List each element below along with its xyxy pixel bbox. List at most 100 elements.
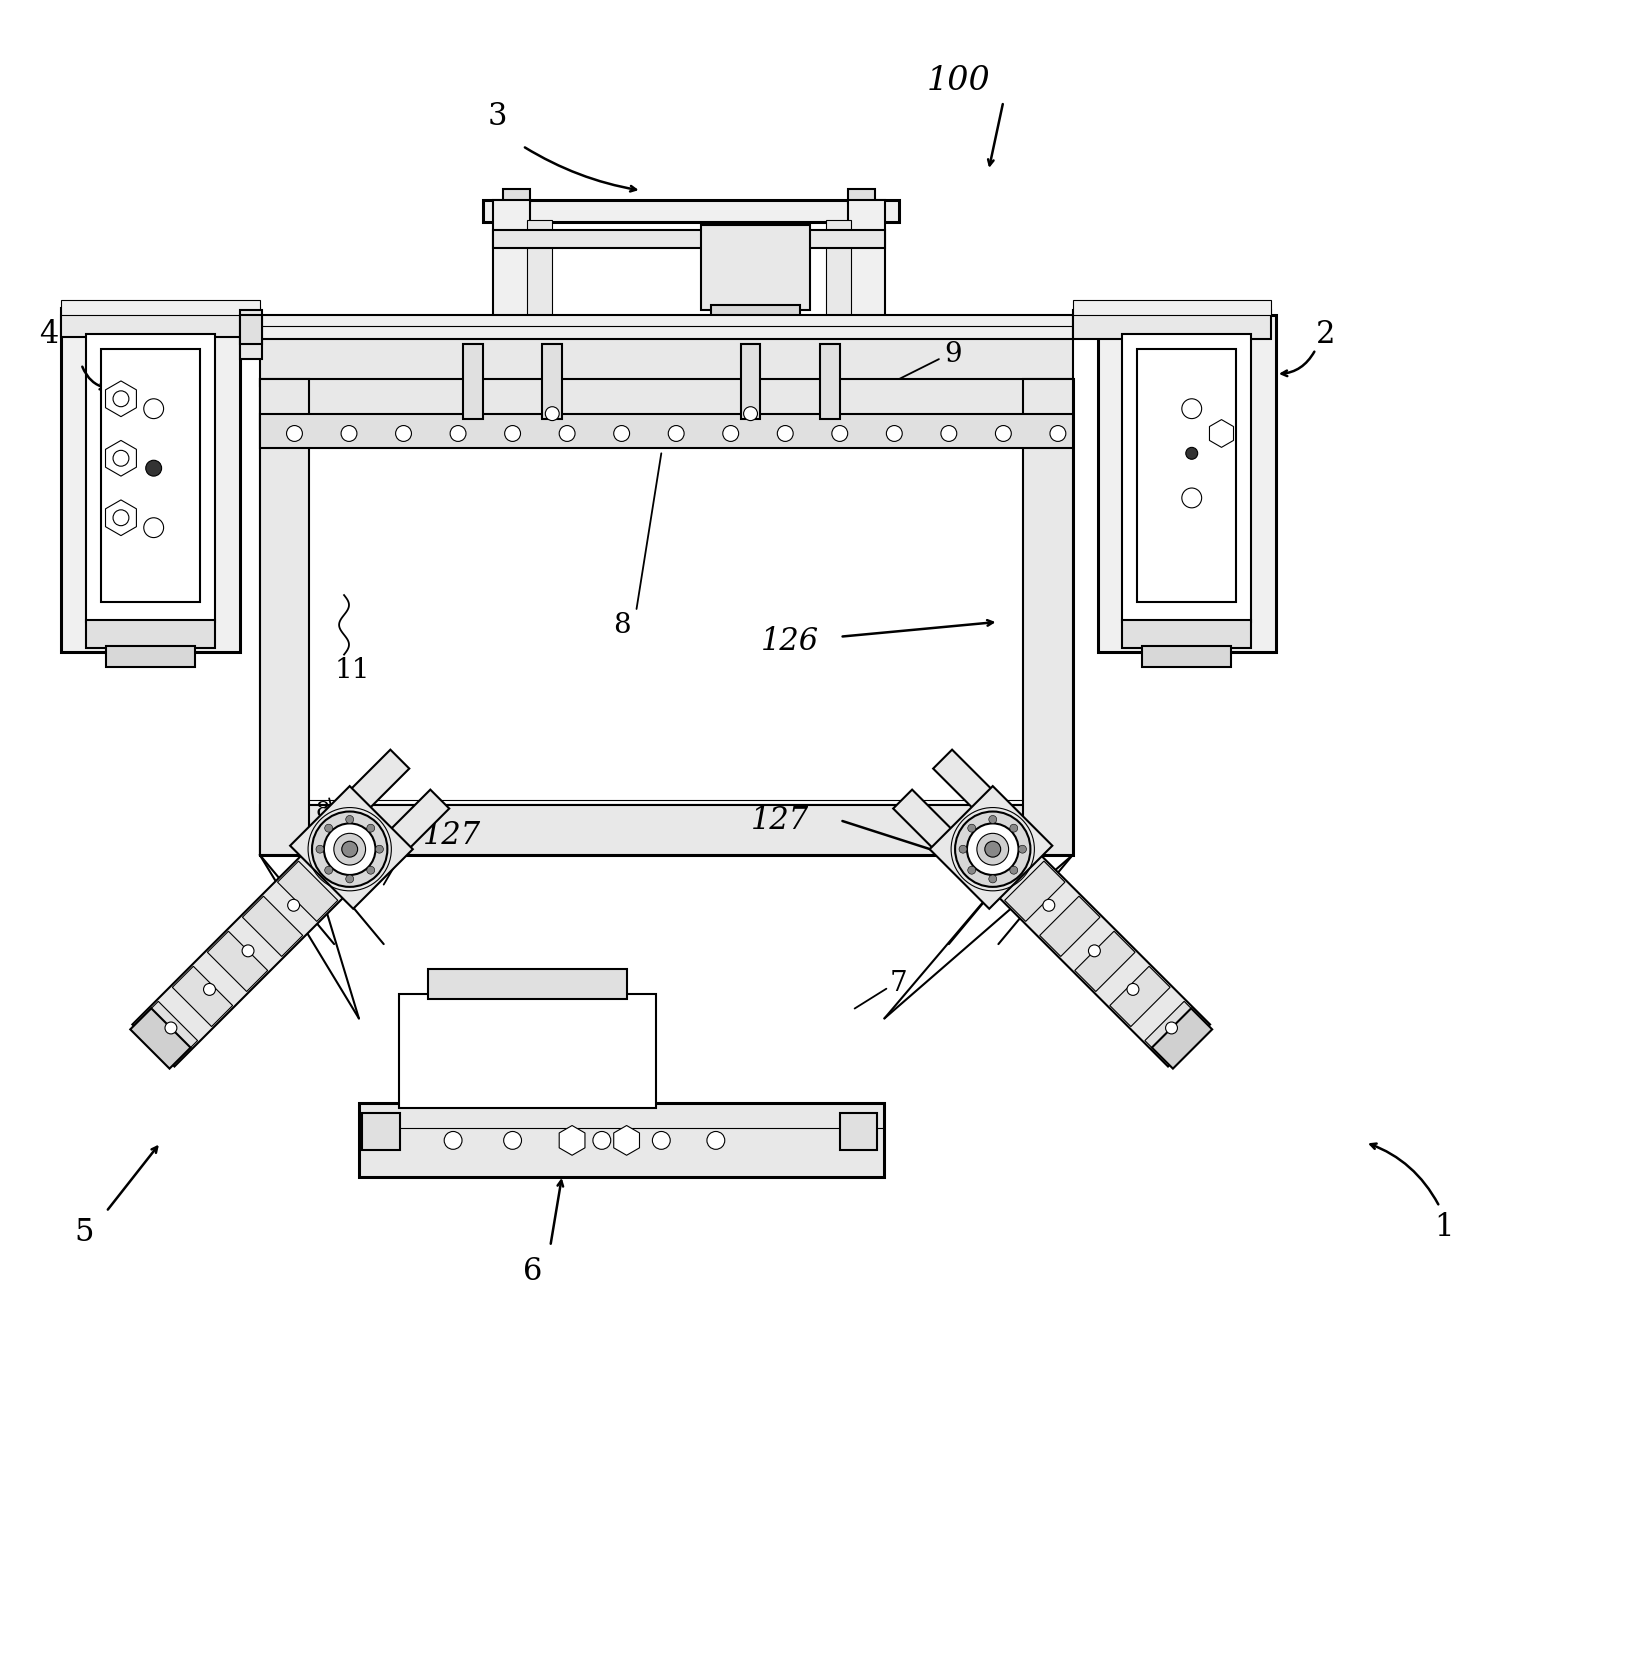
- Circle shape: [376, 845, 384, 853]
- Text: 6: 6: [522, 1257, 542, 1287]
- Bar: [239, 310, 262, 359]
- Bar: [701, 225, 810, 310]
- Circle shape: [958, 845, 966, 853]
- Bar: [744, 382, 771, 401]
- Bar: [101, 349, 200, 602]
- Bar: [86, 620, 215, 647]
- Circle shape: [1010, 825, 1019, 831]
- Bar: [464, 344, 483, 419]
- Circle shape: [444, 1131, 462, 1150]
- Text: 7: 7: [890, 970, 908, 997]
- Polygon shape: [1004, 861, 1066, 922]
- Circle shape: [146, 461, 161, 476]
- Circle shape: [325, 825, 332, 831]
- Circle shape: [143, 399, 164, 419]
- Bar: [1137, 349, 1237, 602]
- Bar: [239, 315, 262, 344]
- Text: 127: 127: [750, 804, 809, 836]
- Bar: [740, 344, 760, 419]
- Circle shape: [316, 845, 324, 853]
- Circle shape: [1165, 1022, 1178, 1034]
- Bar: [62, 300, 260, 315]
- Polygon shape: [1110, 967, 1170, 1027]
- Bar: [260, 379, 1072, 429]
- Circle shape: [989, 816, 997, 823]
- Circle shape: [342, 426, 356, 441]
- Bar: [106, 645, 195, 667]
- Circle shape: [366, 866, 374, 875]
- Bar: [361, 1113, 400, 1150]
- Circle shape: [203, 984, 215, 996]
- Polygon shape: [1075, 932, 1136, 992]
- Text: 4: 4: [39, 318, 59, 350]
- Circle shape: [669, 426, 683, 441]
- Polygon shape: [934, 749, 1025, 841]
- Bar: [711, 305, 800, 322]
- Circle shape: [613, 426, 630, 441]
- Circle shape: [976, 833, 1009, 865]
- Circle shape: [968, 825, 976, 831]
- Circle shape: [112, 451, 129, 466]
- Bar: [399, 994, 656, 1108]
- Bar: [62, 315, 239, 652]
- Bar: [428, 969, 626, 999]
- Circle shape: [325, 866, 332, 875]
- Polygon shape: [893, 789, 986, 882]
- Circle shape: [1010, 866, 1019, 875]
- Polygon shape: [1040, 897, 1100, 957]
- Bar: [542, 344, 563, 419]
- Circle shape: [143, 518, 164, 538]
- Bar: [86, 334, 215, 622]
- Text: 100: 100: [927, 65, 991, 97]
- Bar: [527, 220, 552, 339]
- Polygon shape: [137, 1001, 197, 1061]
- Circle shape: [831, 426, 848, 441]
- Circle shape: [984, 841, 1001, 856]
- Bar: [1023, 379, 1072, 855]
- Circle shape: [286, 426, 303, 441]
- Circle shape: [112, 510, 129, 526]
- Bar: [493, 230, 885, 248]
- Bar: [747, 407, 768, 414]
- Bar: [493, 201, 530, 344]
- Bar: [840, 1113, 877, 1150]
- Bar: [1142, 645, 1232, 667]
- Polygon shape: [278, 861, 338, 922]
- Polygon shape: [970, 826, 1030, 887]
- Polygon shape: [312, 826, 373, 887]
- Bar: [483, 201, 900, 223]
- Circle shape: [966, 823, 1019, 875]
- Text: 8: 8: [613, 612, 631, 639]
- Circle shape: [955, 811, 1030, 887]
- Circle shape: [778, 426, 794, 441]
- Circle shape: [1088, 945, 1100, 957]
- Bar: [748, 372, 766, 384]
- Circle shape: [312, 811, 387, 887]
- Polygon shape: [290, 786, 413, 908]
- Bar: [1123, 620, 1251, 647]
- Bar: [260, 334, 1072, 385]
- Polygon shape: [929, 786, 1053, 908]
- Circle shape: [288, 900, 299, 912]
- Polygon shape: [130, 1009, 190, 1069]
- Bar: [820, 344, 840, 419]
- Polygon shape: [317, 749, 410, 841]
- Circle shape: [722, 426, 739, 441]
- Circle shape: [242, 945, 254, 957]
- Circle shape: [342, 841, 358, 856]
- Bar: [260, 414, 1072, 449]
- Circle shape: [996, 426, 1012, 441]
- Circle shape: [560, 426, 574, 441]
- Polygon shape: [132, 815, 384, 1066]
- Bar: [62, 308, 260, 337]
- Polygon shape: [958, 815, 1210, 1066]
- Bar: [848, 201, 885, 344]
- Circle shape: [395, 426, 412, 441]
- Circle shape: [1128, 984, 1139, 996]
- Circle shape: [1019, 845, 1027, 853]
- Polygon shape: [207, 932, 268, 992]
- Circle shape: [1007, 865, 1020, 877]
- Circle shape: [451, 426, 465, 441]
- Text: 2: 2: [1316, 318, 1336, 350]
- Polygon shape: [1152, 1009, 1212, 1069]
